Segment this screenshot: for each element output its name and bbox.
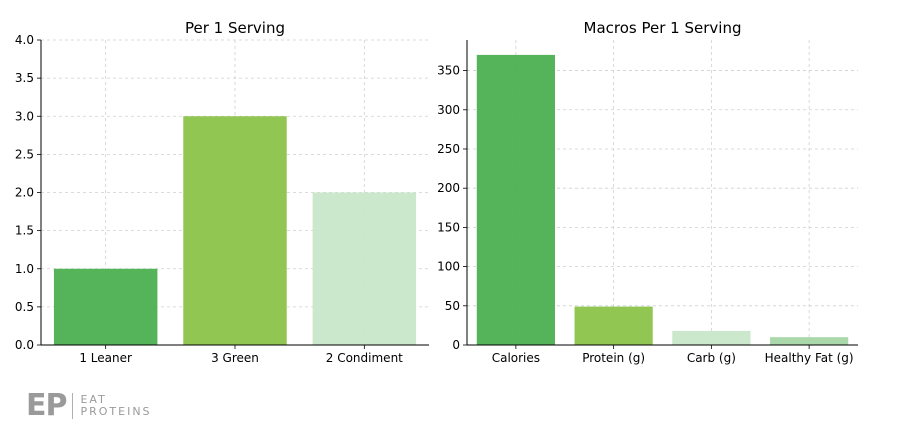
y-tick-label: 0.0 [15,338,34,352]
y-tick-label: 350 [437,64,460,78]
y-tick-label: 4.0 [15,33,34,47]
eat-proteins-logo: EP EAT PROTEINS [26,391,152,421]
x-tick-label: Protein (g) [582,351,645,365]
x-tick-label: 1 Leaner [79,351,132,365]
logo-line-2: PROTEINS [80,405,152,418]
x-tick-label: 3 Green [211,351,259,365]
y-tick-label: 1.5 [15,224,34,238]
bar-calories [476,54,555,346]
y-tick-label: 2.5 [15,147,34,161]
logo-divider [72,393,74,419]
chart-title: Macros Per 1 Serving [584,19,742,37]
y-tick-label: 1.0 [15,262,34,276]
x-tick-label: 2 Condiment [326,351,403,365]
bar-3-green [183,116,287,345]
x-tick-label: Healthy Fat (g) [765,351,854,365]
y-tick-label: 3.0 [15,109,34,123]
logo-line-1: EAT [80,393,107,406]
y-tick-label: 0 [452,338,460,352]
logo-wordmark: EAT PROTEINS [80,394,151,418]
y-tick-label: 200 [437,181,460,195]
y-tick-label: 0.5 [15,300,34,314]
logo-mark: EP [26,388,67,423]
x-tick-label: Calories [492,351,540,365]
y-tick-label: 300 [437,103,460,117]
bar-1-leaner [53,268,158,345]
bar-protein-g [574,306,653,345]
chart-title: Per 1 Serving [185,19,285,37]
y-tick-label: 2.0 [15,186,34,200]
y-tick-label: 50 [445,299,460,313]
y-tick-label: 100 [437,260,460,274]
bar-carb-g [672,330,751,345]
bar-2-condiment [312,192,417,345]
y-tick-label: 150 [437,220,460,234]
x-tick-label: Carb (g) [687,351,736,365]
y-tick-label: 3.5 [15,71,34,85]
y-tick-label: 250 [437,142,460,156]
bar-healthy-fat-g [770,337,849,345]
